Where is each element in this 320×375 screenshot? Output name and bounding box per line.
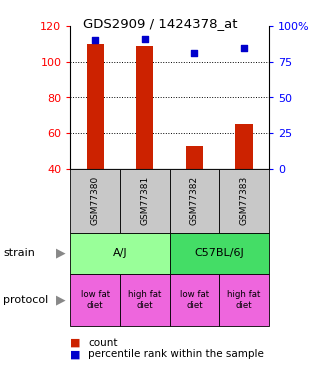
Text: ▶: ▶ (56, 294, 66, 306)
Text: ■: ■ (70, 338, 81, 348)
Point (242, 45, 247, 51)
FancyBboxPatch shape (70, 169, 120, 232)
FancyBboxPatch shape (219, 169, 269, 232)
Text: ■: ■ (70, 350, 81, 359)
Text: GSM77381: GSM77381 (140, 176, 149, 225)
Text: GDS2909 / 1424378_at: GDS2909 / 1424378_at (83, 17, 237, 30)
Text: strain: strain (3, 248, 35, 258)
Text: high fat
diet: high fat diet (128, 290, 162, 310)
Bar (86, 44, 104, 169)
Bar (235, 124, 253, 169)
Text: ▶: ▶ (56, 247, 66, 259)
Text: count: count (88, 338, 117, 348)
FancyBboxPatch shape (120, 274, 170, 326)
Text: GSM77380: GSM77380 (91, 176, 100, 225)
Text: percentile rank within the sample: percentile rank within the sample (88, 350, 264, 359)
Text: GSM77383: GSM77383 (239, 176, 249, 225)
Point (93, 38, 98, 44)
Text: A/J: A/J (113, 248, 127, 258)
FancyBboxPatch shape (70, 232, 170, 274)
Text: protocol: protocol (3, 295, 48, 305)
FancyBboxPatch shape (120, 169, 170, 232)
Text: C57BL/6J: C57BL/6J (194, 248, 244, 258)
Text: GSM77382: GSM77382 (190, 176, 199, 225)
Point (142, 36, 148, 42)
FancyBboxPatch shape (170, 274, 219, 326)
Bar (136, 46, 154, 169)
FancyBboxPatch shape (170, 169, 219, 232)
Text: low fat
diet: low fat diet (180, 290, 209, 310)
Text: high fat
diet: high fat diet (227, 290, 261, 310)
Point (192, 50, 197, 56)
FancyBboxPatch shape (70, 274, 120, 326)
FancyBboxPatch shape (170, 232, 269, 274)
Bar (186, 146, 203, 169)
Text: low fat
diet: low fat diet (81, 290, 110, 310)
FancyBboxPatch shape (219, 274, 269, 326)
